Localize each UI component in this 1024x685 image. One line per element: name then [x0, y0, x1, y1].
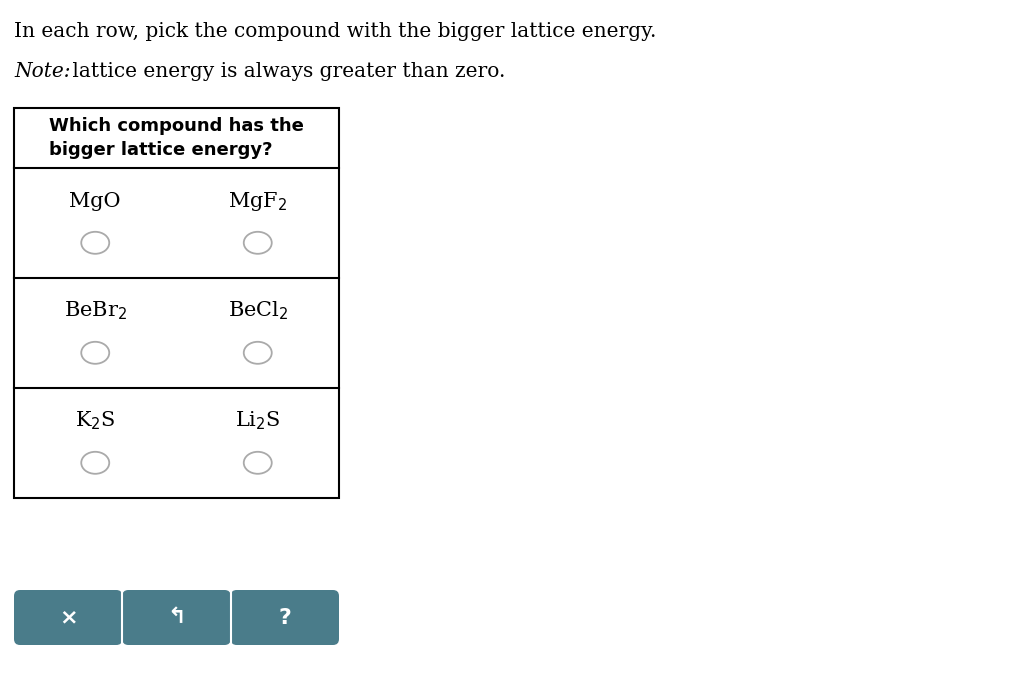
FancyBboxPatch shape [14, 590, 122, 645]
Text: Li$_2$S: Li$_2$S [236, 410, 281, 432]
Text: lattice energy is always greater than zero.: lattice energy is always greater than ze… [66, 62, 506, 81]
Text: ?: ? [279, 608, 291, 627]
Text: MgF$_2$: MgF$_2$ [228, 190, 288, 212]
Text: Which compound has the
bigger lattice energy?: Which compound has the bigger lattice en… [49, 117, 304, 159]
Text: BeBr$_2$: BeBr$_2$ [63, 300, 127, 323]
Text: MgO: MgO [70, 192, 121, 210]
Text: BeCl$_2$: BeCl$_2$ [227, 300, 288, 323]
FancyBboxPatch shape [122, 590, 230, 645]
FancyBboxPatch shape [230, 590, 339, 645]
Text: ×: × [58, 608, 78, 627]
Text: K$_2$S: K$_2$S [75, 410, 116, 432]
Text: Note:: Note: [14, 62, 71, 81]
Text: ↰: ↰ [167, 608, 185, 627]
Bar [14, 108, 339, 498]
Text: In each row, pick the compound with the bigger lattice energy.: In each row, pick the compound with the … [14, 22, 656, 41]
